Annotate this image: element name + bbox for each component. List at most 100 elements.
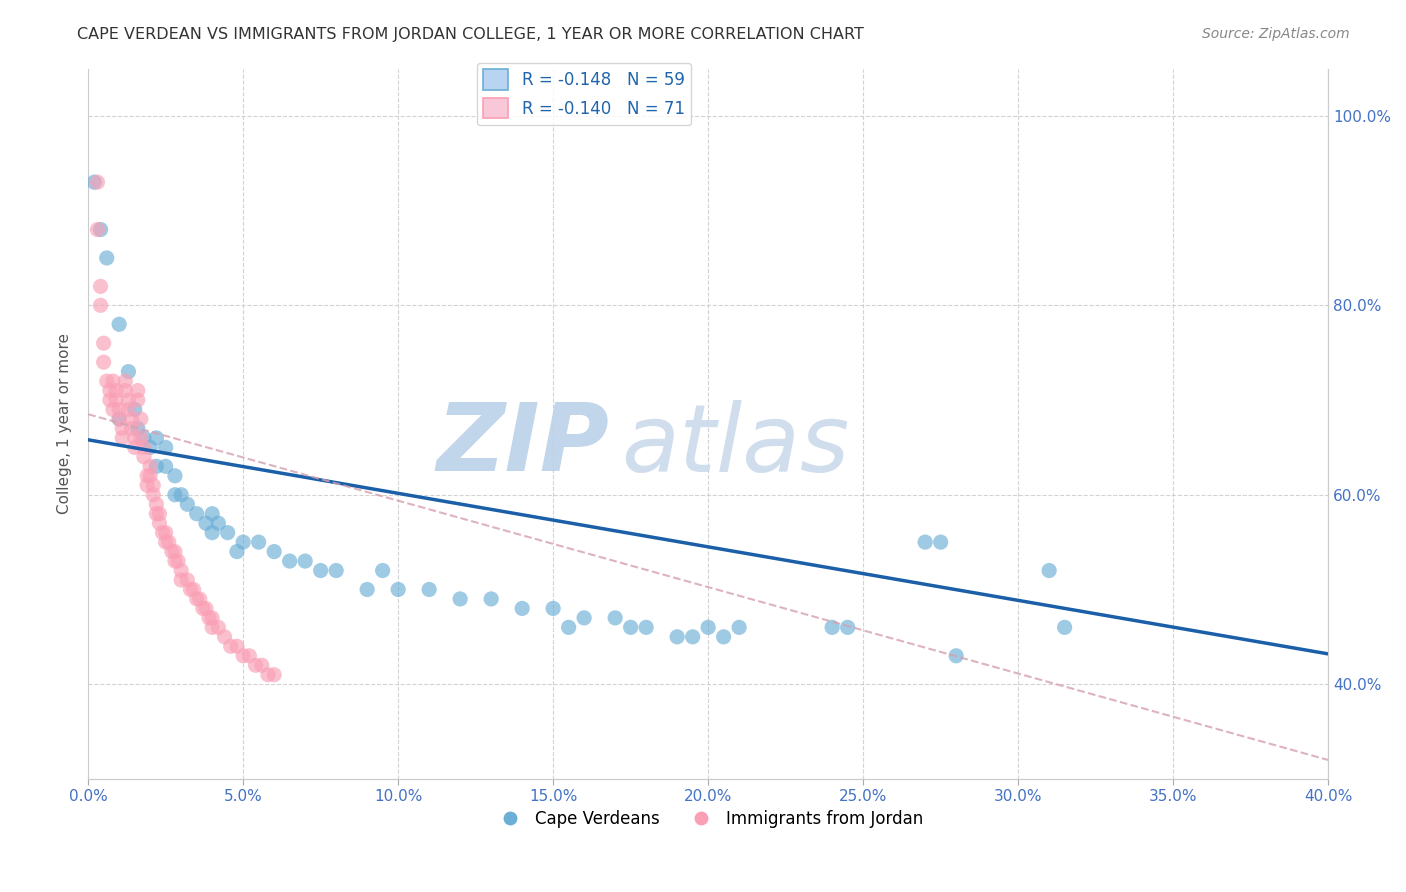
- Point: [86, 222, 108, 236]
- Point: [129, 412, 152, 426]
- Point: [557, 620, 579, 634]
- Text: CAPE VERDEAN VS IMMIGRANTS FROM JORDAN COLLEGE, 1 YEAR OR MORE CORRELATION CHART: CAPE VERDEAN VS IMMIGRANTS FROM JORDAN C…: [77, 27, 865, 42]
- Point: [145, 507, 167, 521]
- Point: [139, 459, 162, 474]
- Point: [176, 573, 198, 587]
- Legend: Cape Verdeans, Immigrants from Jordan: Cape Verdeans, Immigrants from Jordan: [486, 803, 929, 835]
- Point: [250, 658, 273, 673]
- Point: [186, 591, 208, 606]
- Point: [127, 392, 149, 407]
- Point: [572, 611, 595, 625]
- Point: [201, 611, 224, 625]
- Point: [278, 554, 301, 568]
- Point: [605, 611, 627, 625]
- Point: [142, 478, 165, 492]
- Point: [226, 544, 249, 558]
- Point: [294, 554, 316, 568]
- Point: [179, 582, 201, 597]
- Point: [108, 412, 131, 426]
- Point: [157, 535, 180, 549]
- Text: atlas: atlas: [621, 400, 849, 491]
- Point: [136, 468, 159, 483]
- Point: [356, 582, 378, 597]
- Point: [194, 516, 217, 531]
- Point: [155, 535, 177, 549]
- Point: [117, 365, 139, 379]
- Point: [188, 591, 211, 606]
- Point: [309, 564, 332, 578]
- Point: [96, 374, 118, 388]
- Point: [121, 421, 143, 435]
- Point: [98, 392, 121, 407]
- Point: [167, 554, 190, 568]
- Text: Source: ZipAtlas.com: Source: ZipAtlas.com: [1202, 27, 1350, 41]
- Point: [510, 601, 533, 615]
- Point: [98, 384, 121, 398]
- Point: [207, 620, 229, 634]
- Point: [124, 431, 146, 445]
- Point: [121, 412, 143, 426]
- Point: [837, 620, 859, 634]
- Point: [101, 402, 124, 417]
- Point: [142, 488, 165, 502]
- Point: [90, 298, 112, 312]
- Point: [90, 279, 112, 293]
- Point: [232, 535, 254, 549]
- Point: [728, 620, 751, 634]
- Point: [93, 336, 115, 351]
- Point: [170, 573, 193, 587]
- Point: [124, 441, 146, 455]
- Point: [132, 450, 155, 464]
- Y-axis label: College, 1 year or more: College, 1 year or more: [58, 334, 72, 514]
- Point: [136, 478, 159, 492]
- Point: [821, 620, 844, 634]
- Point: [90, 222, 112, 236]
- Point: [163, 544, 186, 558]
- Point: [86, 175, 108, 189]
- Point: [238, 648, 260, 663]
- Point: [201, 620, 224, 634]
- Point: [263, 544, 285, 558]
- Text: ZIP: ZIP: [436, 399, 609, 491]
- Point: [145, 431, 167, 445]
- Point: [247, 535, 270, 549]
- Point: [418, 582, 440, 597]
- Point: [114, 384, 136, 398]
- Point: [117, 392, 139, 407]
- Point: [163, 488, 186, 502]
- Point: [114, 374, 136, 388]
- Point: [155, 525, 177, 540]
- Point: [132, 441, 155, 455]
- Point: [449, 591, 471, 606]
- Point: [198, 611, 221, 625]
- Point: [186, 507, 208, 521]
- Point: [155, 459, 177, 474]
- Point: [117, 402, 139, 417]
- Point: [148, 516, 170, 531]
- Point: [132, 431, 155, 445]
- Point: [636, 620, 658, 634]
- Point: [127, 421, 149, 435]
- Point: [1038, 564, 1060, 578]
- Point: [219, 640, 242, 654]
- Point: [83, 175, 105, 189]
- Point: [183, 582, 205, 597]
- Point: [176, 497, 198, 511]
- Point: [479, 591, 502, 606]
- Point: [207, 516, 229, 531]
- Point: [201, 525, 224, 540]
- Point: [1053, 620, 1076, 634]
- Point: [152, 525, 174, 540]
- Point: [105, 384, 128, 398]
- Point: [191, 601, 214, 615]
- Point: [145, 459, 167, 474]
- Point: [263, 667, 285, 681]
- Point: [108, 318, 131, 332]
- Point: [245, 658, 267, 673]
- Point: [139, 441, 162, 455]
- Point: [145, 497, 167, 511]
- Point: [201, 507, 224, 521]
- Point: [163, 554, 186, 568]
- Point: [666, 630, 689, 644]
- Point: [214, 630, 236, 644]
